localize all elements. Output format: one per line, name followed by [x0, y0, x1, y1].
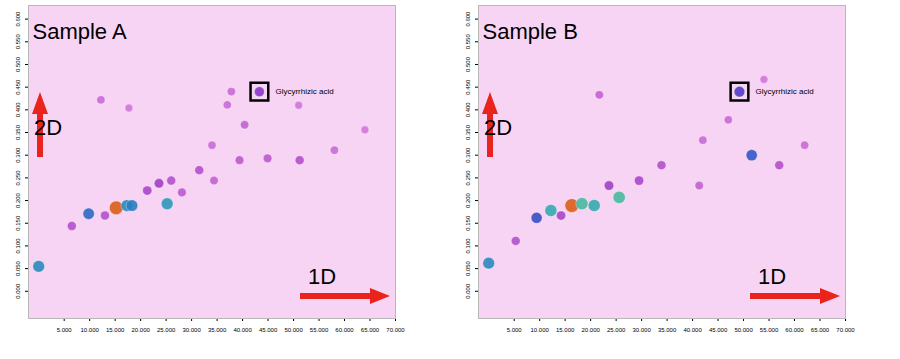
svg-text:0.050: 0.050	[15, 260, 21, 276]
svg-text:50.000: 50.000	[284, 327, 303, 333]
svg-text:10.000: 10.000	[80, 327, 99, 333]
svg-text:0.150: 0.150	[15, 215, 21, 231]
svg-text:0.300: 0.300	[15, 147, 21, 163]
svg-text:0.000: 0.000	[15, 283, 21, 299]
svg-text:0.250: 0.250	[15, 170, 21, 186]
svg-text:10.000: 10.000	[530, 327, 549, 333]
svg-text:60.000: 60.000	[785, 327, 804, 333]
svg-text:15.000: 15.000	[106, 327, 125, 333]
svg-text:0.600: 0.600	[15, 11, 21, 27]
svg-text:0.450: 0.450	[465, 79, 471, 95]
svg-text:55.000: 55.000	[310, 327, 329, 333]
svg-text:25.000: 25.000	[157, 327, 176, 333]
svg-text:25.000: 25.000	[607, 327, 626, 333]
svg-text:0.350: 0.350	[15, 124, 21, 140]
svg-text:0.100: 0.100	[465, 238, 471, 254]
svg-text:0.500: 0.500	[465, 56, 471, 72]
svg-text:Glycyrrhizic acid: Glycyrrhizic acid	[755, 87, 813, 96]
svg-text:35.000: 35.000	[658, 327, 677, 333]
svg-text:2D: 2D	[34, 115, 62, 140]
svg-text:0.100: 0.100	[15, 238, 21, 254]
svg-text:15.000: 15.000	[556, 327, 575, 333]
svg-text:40.000: 40.000	[683, 327, 702, 333]
svg-text:0.350: 0.350	[465, 124, 471, 140]
svg-text:5.000: 5.000	[57, 327, 73, 333]
svg-text:Glycyrrhizic acid: Glycyrrhizic acid	[275, 87, 333, 96]
svg-text:30.000: 30.000	[632, 327, 651, 333]
svg-text:30.000: 30.000	[182, 327, 201, 333]
svg-text:0.200: 0.200	[465, 192, 471, 208]
svg-text:60.000: 60.000	[335, 327, 354, 333]
svg-text:Sample B: Sample B	[483, 19, 578, 44]
svg-text:40.000: 40.000	[233, 327, 252, 333]
svg-text:0.250: 0.250	[465, 170, 471, 186]
svg-text:0.550: 0.550	[465, 34, 471, 50]
svg-text:0.200: 0.200	[15, 192, 21, 208]
svg-text:70.000: 70.000	[836, 327, 855, 333]
svg-text:1D: 1D	[308, 264, 336, 289]
svg-text:20.000: 20.000	[131, 327, 150, 333]
svg-text:0.600: 0.600	[465, 11, 471, 27]
svg-text:0.450: 0.450	[15, 79, 21, 95]
svg-text:0.400: 0.400	[465, 102, 471, 118]
svg-text:0.000: 0.000	[465, 283, 471, 299]
svg-text:20.000: 20.000	[581, 327, 600, 333]
svg-text:50.000: 50.000	[734, 327, 753, 333]
svg-text:Sample A: Sample A	[33, 19, 127, 44]
svg-text:65.000: 65.000	[361, 327, 380, 333]
svg-text:70.000: 70.000	[386, 327, 405, 333]
svg-text:1D: 1D	[758, 264, 786, 289]
svg-text:45.000: 45.000	[709, 327, 728, 333]
svg-text:0.150: 0.150	[465, 215, 471, 231]
svg-text:0.300: 0.300	[465, 147, 471, 163]
svg-text:35.000: 35.000	[208, 327, 227, 333]
svg-text:65.000: 65.000	[811, 327, 830, 333]
svg-text:55.000: 55.000	[760, 327, 779, 333]
svg-text:0.050: 0.050	[465, 260, 471, 276]
svg-text:0.550: 0.550	[15, 34, 21, 50]
svg-text:0.400: 0.400	[15, 102, 21, 118]
svg-text:45.000: 45.000	[259, 327, 278, 333]
svg-text:0.500: 0.500	[15, 56, 21, 72]
svg-text:5.000: 5.000	[507, 327, 523, 333]
svg-text:2D: 2D	[484, 115, 512, 140]
